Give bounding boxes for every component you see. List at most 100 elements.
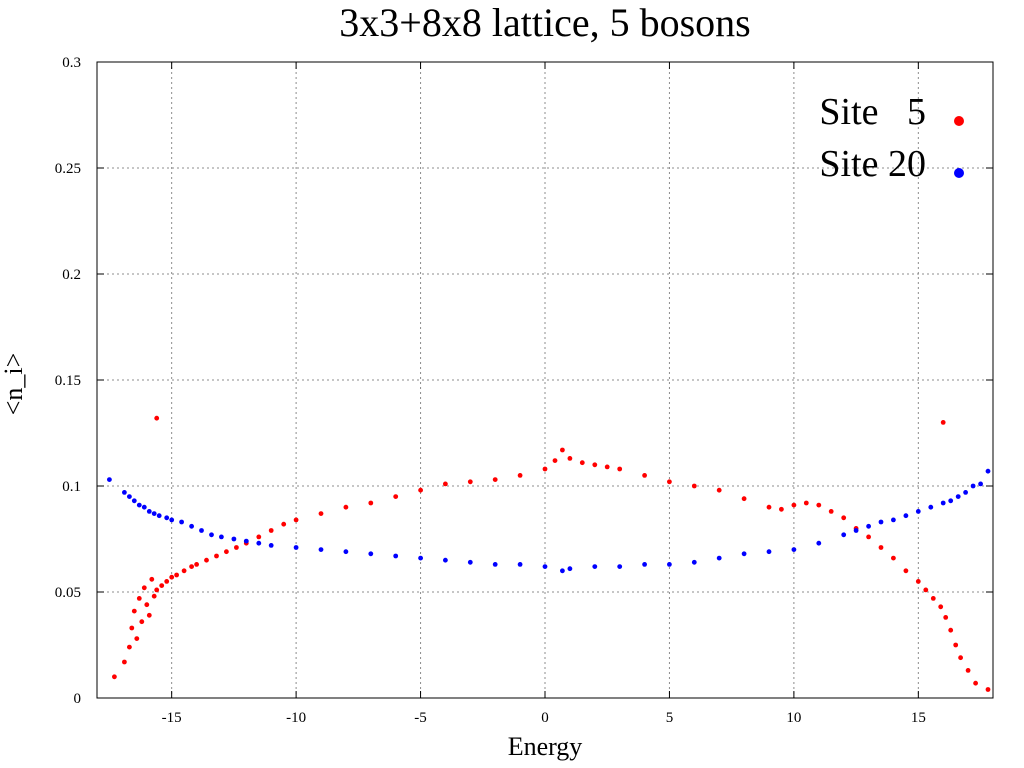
data-point — [866, 534, 871, 540]
data-point — [112, 674, 117, 680]
data-point — [604, 464, 610, 470]
data-point — [492, 562, 498, 567]
data-point — [592, 462, 598, 468]
data-point — [136, 502, 142, 508]
data-point — [948, 627, 954, 633]
data-point — [940, 500, 946, 506]
data-point — [560, 447, 565, 453]
data-point — [816, 502, 822, 508]
data-point — [164, 579, 170, 584]
data-point — [126, 644, 132, 650]
data-point — [154, 587, 160, 593]
data-point — [779, 506, 784, 512]
data-point — [617, 564, 623, 569]
data-point — [194, 562, 200, 567]
data-point — [126, 494, 132, 499]
data-point — [169, 574, 175, 580]
data-point — [915, 509, 921, 514]
data-point — [443, 557, 448, 563]
chart-title: 3x3+8x8 lattice, 5 bosons — [339, 0, 750, 45]
legend-marker-site-20 — [954, 168, 964, 178]
data-point — [560, 568, 565, 574]
data-point — [318, 511, 324, 516]
data-point — [766, 549, 772, 555]
data-point — [878, 519, 884, 525]
x-tick-label: 0 — [541, 710, 549, 726]
data-point — [122, 659, 127, 665]
data-point — [224, 549, 229, 555]
data-point — [418, 555, 423, 561]
data-point — [642, 473, 647, 478]
data-point — [256, 534, 262, 540]
data-point — [231, 536, 237, 542]
data-point — [667, 479, 672, 485]
data-point — [716, 555, 722, 561]
data-point — [393, 494, 399, 499]
data-point — [181, 568, 187, 574]
grid-lines — [97, 62, 993, 698]
data-point — [841, 532, 847, 538]
data-point — [552, 458, 558, 463]
data-point — [146, 509, 152, 514]
data-point — [617, 466, 623, 472]
data-point — [958, 655, 963, 661]
data-point — [467, 559, 473, 565]
data-point — [691, 483, 697, 489]
data-point — [199, 528, 204, 533]
data-point — [151, 511, 157, 516]
data-point — [318, 547, 324, 552]
data-point — [955, 494, 961, 499]
data-point — [567, 566, 573, 572]
data-point — [107, 477, 112, 482]
data-point — [129, 625, 135, 631]
legend-marker-site-5 — [954, 116, 964, 126]
data-point — [928, 504, 934, 510]
data-point — [492, 477, 498, 482]
data-point — [393, 553, 399, 559]
data-point — [343, 504, 349, 510]
data-point — [136, 596, 142, 601]
data-point — [149, 576, 155, 582]
data-point — [368, 500, 374, 506]
data-point — [803, 500, 809, 506]
data-point — [134, 636, 140, 641]
legend-label-site-5: Site 5 — [819, 91, 926, 133]
data-point — [517, 473, 523, 478]
data-point — [214, 553, 219, 559]
data-point — [293, 545, 299, 550]
data-point — [368, 551, 374, 557]
data-point — [293, 517, 299, 523]
data-point — [741, 496, 747, 502]
data-point — [766, 504, 772, 510]
x-tick-label: 5 — [666, 710, 674, 726]
x-tick-label: -15 — [162, 710, 182, 726]
data-point — [985, 468, 991, 474]
data-point — [146, 612, 152, 618]
data-point — [154, 415, 160, 421]
data-point — [567, 456, 573, 461]
y-tick-label: 0.25 — [55, 161, 81, 177]
data-point — [841, 515, 847, 521]
data-point — [915, 579, 921, 584]
data-point — [978, 481, 983, 487]
data-point — [923, 587, 929, 593]
data-point — [189, 564, 195, 569]
x-tick-label: 15 — [911, 710, 926, 726]
data-point — [866, 523, 871, 529]
data-point — [256, 540, 262, 546]
y-tick-label: 0.05 — [55, 585, 81, 601]
data-point — [141, 585, 147, 591]
data-point — [891, 517, 896, 523]
data-point — [139, 619, 145, 625]
data-point — [144, 602, 150, 608]
data-point — [268, 543, 274, 548]
data-point — [791, 547, 797, 552]
y-axis-label: <n_i> — [0, 353, 28, 416]
data-point — [970, 483, 976, 489]
data-point — [243, 538, 249, 544]
data-point — [853, 528, 859, 533]
data-point — [891, 555, 896, 561]
data-point — [973, 680, 978, 686]
data-point — [938, 604, 944, 610]
